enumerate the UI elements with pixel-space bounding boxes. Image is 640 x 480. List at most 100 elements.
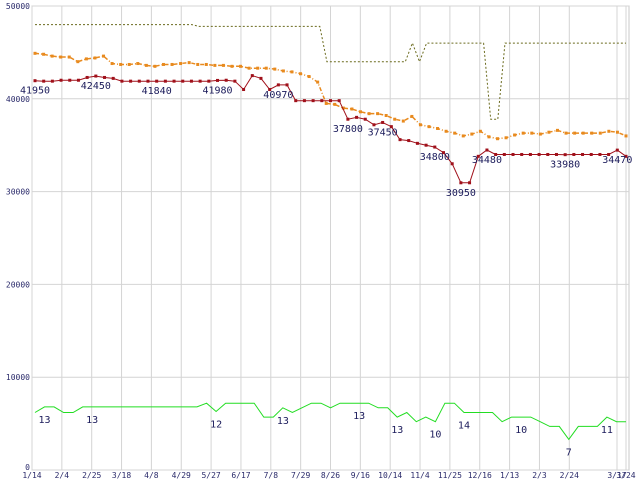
- series-point-lower: [250, 74, 254, 78]
- series-point-middle: [239, 64, 243, 68]
- series-point-middle: [615, 130, 619, 134]
- series-point-lower: [528, 152, 532, 156]
- series-point-lower: [329, 99, 332, 103]
- series-point-middle: [281, 69, 285, 73]
- x-tick-label: 3/18: [112, 471, 131, 480]
- data-label: 34800: [420, 152, 450, 163]
- x-tick-label: 3/24: [616, 471, 635, 480]
- series-point-lower: [363, 117, 367, 121]
- data-label: 10: [515, 425, 527, 436]
- series-point-lower: [624, 154, 628, 158]
- series-point-middle: [350, 107, 354, 111]
- x-tick-label: 9/16: [351, 471, 370, 480]
- series-point-middle: [324, 101, 328, 105]
- data-label: 12: [210, 420, 222, 431]
- x-tick-label: 2/4: [55, 471, 70, 480]
- series-point-lower: [172, 79, 176, 83]
- series-point-lower: [589, 152, 593, 156]
- series-point-middle: [33, 51, 37, 55]
- series-point-middle: [161, 62, 165, 66]
- series-point-lower: [59, 78, 63, 82]
- series-point-middle: [144, 63, 148, 67]
- series-point-middle: [427, 125, 431, 129]
- series-point-lower: [372, 123, 376, 127]
- series-point-lower: [520, 152, 524, 156]
- series-point-lower: [554, 152, 558, 156]
- series-point-middle: [358, 110, 362, 114]
- series-point-middle: [367, 112, 371, 116]
- x-tick-label: 10/14: [378, 471, 402, 480]
- x-tick-label: 1/14: [22, 471, 41, 480]
- series-point-middle: [487, 135, 491, 139]
- series-point-lower: [155, 79, 159, 83]
- data-label: 41950: [20, 86, 50, 97]
- data-label: 13: [391, 425, 403, 436]
- x-tick-label: 5/27: [201, 471, 220, 480]
- data-label: 30950: [446, 188, 476, 199]
- series-point-middle: [384, 114, 388, 118]
- series-point-lower: [607, 152, 611, 156]
- data-label: 40970: [263, 90, 293, 101]
- series-point-middle: [607, 129, 611, 133]
- series-point-middle: [376, 112, 380, 116]
- series-point-lower: [146, 79, 150, 83]
- series-point-middle: [504, 136, 508, 140]
- series-point-middle: [401, 119, 405, 123]
- series-point-lower: [129, 79, 133, 83]
- series-point-lower: [398, 138, 402, 142]
- series-point-middle: [290, 70, 294, 74]
- series-point-middle: [76, 60, 80, 64]
- series-point-lower: [546, 152, 550, 156]
- series-point-middle: [530, 131, 534, 135]
- series-point-lower: [537, 152, 541, 156]
- series-point-lower: [572, 152, 576, 156]
- x-tick-label: 2/25: [82, 471, 101, 480]
- data-label: 34480: [472, 155, 502, 166]
- series-point-middle: [333, 102, 337, 106]
- series-point-lower: [224, 78, 228, 82]
- series-point-middle: [84, 57, 88, 61]
- series-point-middle: [478, 129, 482, 133]
- chart-data-labels: 41950 42450 41840 41980 40970 37800 37450 34800…: [20, 81, 632, 458]
- series-point-lower: [494, 152, 498, 156]
- series-point-middle: [264, 66, 268, 70]
- series-point-lower: [294, 99, 298, 103]
- x-tick-label: 2/24: [560, 471, 579, 480]
- series-point-lower: [181, 79, 185, 83]
- x-tick-label: 12/16: [468, 471, 492, 480]
- series-point-middle: [624, 134, 628, 138]
- y-tick-label: 30000: [6, 188, 30, 197]
- series-point-lower: [137, 79, 141, 83]
- y-tick-label: 40000: [6, 95, 30, 104]
- x-tick-label: 2/3: [532, 471, 547, 480]
- series-point-lower: [407, 139, 411, 143]
- x-tick-label: 4/29: [172, 471, 191, 480]
- series-point-middle: [230, 64, 234, 68]
- x-tick-label: 1/13: [500, 471, 519, 480]
- x-tick-label: 7/29: [291, 471, 310, 480]
- series-point-lower: [424, 143, 428, 147]
- data-label: 33980: [550, 160, 580, 171]
- series-point-lower: [450, 162, 454, 166]
- series-point-middle: [153, 64, 157, 68]
- series-point-middle: [50, 54, 54, 58]
- series-point-middle: [393, 117, 397, 121]
- series-point-middle: [547, 130, 551, 134]
- chart-grid: [31, 5, 630, 471]
- series-point-middle: [598, 131, 602, 135]
- series-point-middle: [119, 62, 123, 66]
- data-label: 13: [277, 416, 289, 427]
- y-tick-label: 0: [25, 463, 30, 472]
- series-point-lower: [103, 75, 107, 79]
- series-line-bottom: [34, 402, 626, 441]
- series-point-middle: [299, 72, 303, 76]
- data-label: 13: [86, 415, 98, 426]
- series-point-lower: [76, 78, 80, 82]
- series-point-middle: [418, 123, 422, 127]
- data-label: 13: [353, 411, 365, 422]
- series-point-middle: [247, 66, 251, 70]
- series-point-lower: [581, 152, 585, 156]
- series-point-middle: [453, 131, 457, 135]
- series-point-middle: [436, 126, 440, 130]
